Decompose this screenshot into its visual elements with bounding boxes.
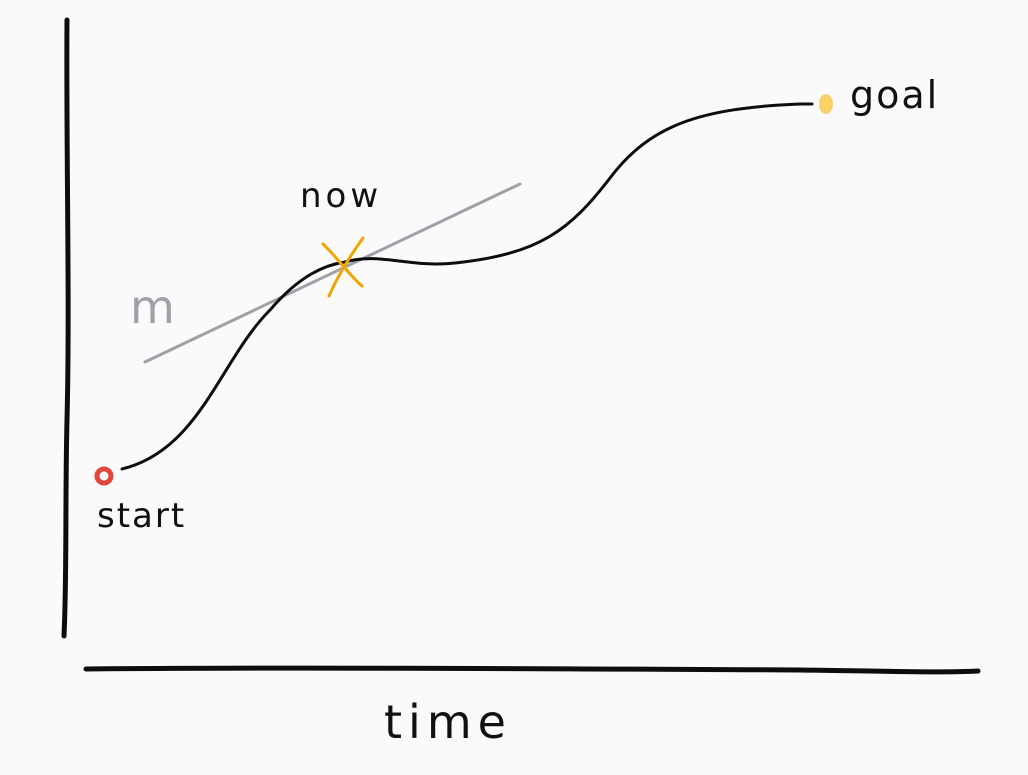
goal-label: goal (850, 73, 939, 117)
goal-marker (819, 94, 833, 114)
x-axis-label: time (384, 695, 512, 749)
slope-label: m (130, 280, 175, 334)
start-marker (94, 466, 114, 486)
progress-curve (120, 102, 814, 471)
x-axis (83, 665, 981, 675)
now-marker (321, 236, 365, 298)
start-label: start (97, 496, 186, 536)
now-label: now (300, 176, 382, 216)
tangent-line (143, 182, 522, 364)
y-axis (61, 17, 71, 639)
